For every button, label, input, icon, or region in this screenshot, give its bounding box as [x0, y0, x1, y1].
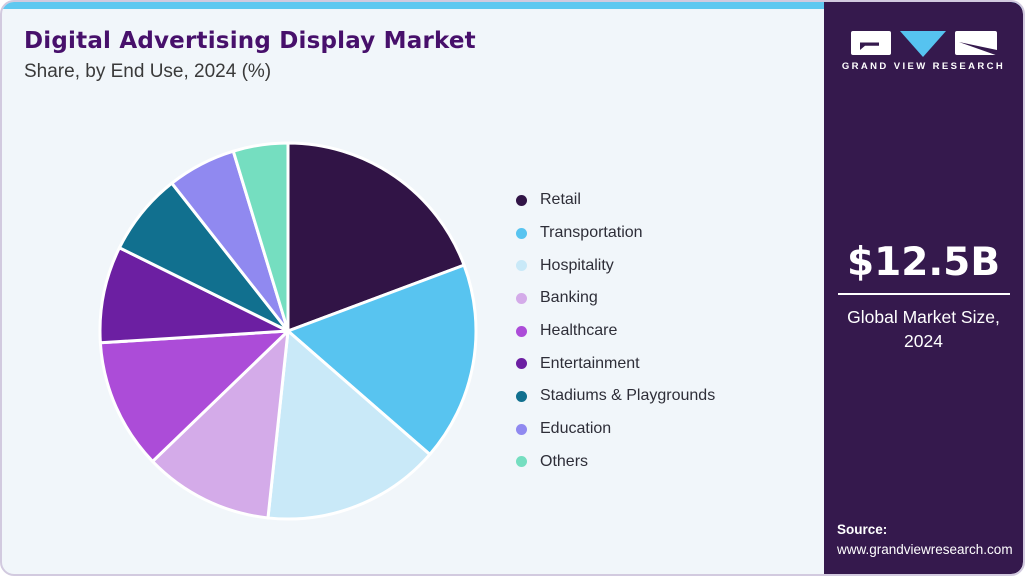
legend-label: Transportation	[540, 224, 643, 242]
legend-item-banking: Banking	[516, 282, 715, 315]
pie-slice-banking	[151, 329, 290, 520]
source-url: www.grandviewresearch.com	[837, 542, 1013, 557]
market-size-block: $12.5B Global Market Size, 2024	[834, 243, 1013, 353]
pie-slice-entertainment	[98, 246, 290, 345]
gvr-logo	[824, 30, 1023, 57]
market-size-label-line1: Global Market Size,	[847, 307, 1000, 327]
legend-swatch-icon	[516, 260, 527, 272]
legend-label: Entertainment	[540, 354, 640, 372]
legend-item-hospitality: Hospitality	[516, 249, 715, 282]
legend-swatch-icon	[516, 227, 527, 239]
legend-label: Hospitality	[540, 256, 614, 274]
legend-item-transportation: Transportation	[516, 217, 715, 250]
market-size-divider	[837, 293, 1010, 295]
chart-header: Digital Advertising Display Market Share…	[24, 28, 476, 83]
legend-item-healthcare: Healthcare	[516, 315, 715, 348]
chart-legend: Retail Transportation Hospitality Bankin…	[516, 184, 715, 478]
pie-slice-others	[231, 141, 290, 333]
page-subtitle: Share, by End Use, 2024 (%)	[24, 61, 272, 82]
gvr-logo-icon	[850, 31, 997, 57]
market-size-label-line2: 2024	[904, 330, 943, 351]
legend-swatch-icon	[516, 325, 527, 337]
legend-label: Education	[540, 420, 612, 438]
page-title: Digital Advertising Display Market	[24, 28, 476, 54]
source-block: Source: www.grandviewresearch.com	[837, 522, 1013, 557]
legend-swatch-icon	[516, 423, 527, 435]
pie-slice-transportation	[286, 263, 478, 456]
legend-swatch-icon	[516, 194, 527, 206]
brand-sidebar: GRAND VIEW RESEARCH $12.5B Global Market…	[824, 2, 1023, 574]
pie-slice-healthcare	[98, 329, 290, 463]
legend-item-others: Others	[516, 446, 715, 479]
top-accent-strip	[2, 2, 1023, 9]
legend-swatch-icon	[516, 456, 527, 468]
legend-item-education: Education	[516, 413, 715, 446]
pie-chart	[98, 141, 478, 521]
pie-slice-retail	[286, 141, 466, 333]
legend-item-retail: Retail	[516, 184, 715, 217]
source-label: Source:	[837, 522, 888, 537]
legend-swatch-icon	[516, 390, 527, 402]
logo-wordmark: GRAND VIEW RESEARCH	[841, 61, 1006, 72]
legend-swatch-icon	[516, 292, 527, 304]
legend-swatch-icon	[516, 358, 527, 370]
legend-item-stadiums-playgrounds: Stadiums & Playgrounds	[516, 380, 715, 413]
pie-slice-hospitality	[266, 329, 432, 521]
legend-label: Retail	[540, 191, 581, 209]
legend-item-entertainment: Entertainment	[516, 347, 715, 380]
market-size-label: Global Market Size, 2024	[834, 306, 1013, 353]
legend-label: Others	[540, 452, 589, 470]
market-size-value: $12.5B	[846, 240, 1001, 285]
legend-label: Stadiums & Playgrounds	[540, 387, 716, 405]
legend-label: Healthcare	[540, 322, 618, 340]
logo-v-icon	[899, 31, 946, 57]
legend-label: Banking	[540, 289, 598, 307]
